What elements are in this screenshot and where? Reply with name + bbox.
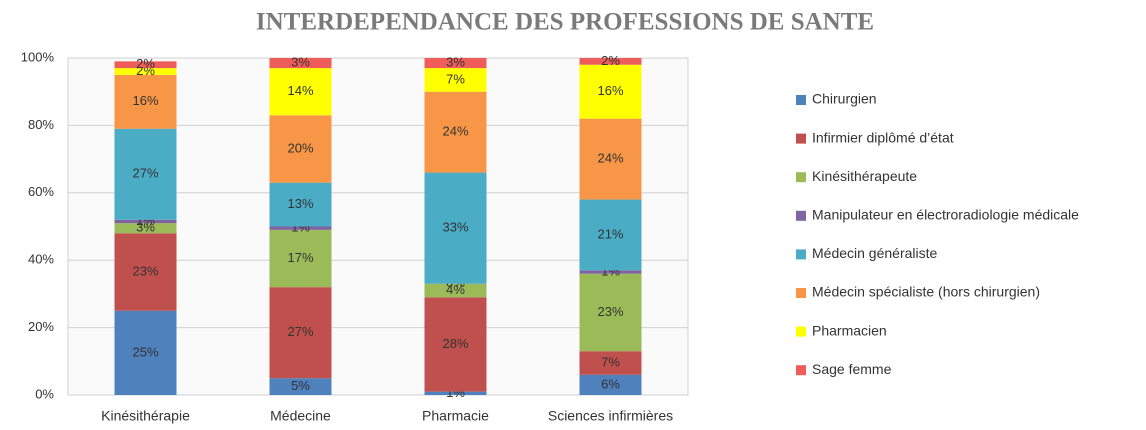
- y-tick-label: 100%: [21, 49, 55, 64]
- data-label: 2%: [136, 56, 155, 71]
- bar-segment: [269, 229, 332, 288]
- bar-segment: [114, 223, 177, 234]
- bar-segment: [579, 374, 642, 395]
- bar-segment: [424, 297, 487, 392]
- data-label: 25%: [132, 344, 158, 359]
- data-label: 16%: [597, 83, 623, 98]
- legend-label: Manipulateur en électroradiologie médica…: [812, 207, 1079, 223]
- legend-label: Sage femme: [812, 361, 892, 377]
- bar-segment: [424, 68, 487, 92]
- bar-segment: [114, 310, 177, 395]
- bar-segment: [114, 68, 177, 75]
- bar-segment: [579, 270, 642, 274]
- bar-segment: [579, 351, 642, 375]
- data-label: 24%: [597, 151, 623, 166]
- legend-swatch: [796, 249, 806, 260]
- bar-segment: [114, 74, 177, 129]
- data-label: 24%: [442, 124, 468, 139]
- legend-label: Médecin spécialiste (hors chirurgien): [812, 284, 1040, 300]
- data-label: 4%: [446, 282, 465, 297]
- legend-label: Médecin généraliste: [812, 245, 938, 261]
- data-label: 3%: [136, 220, 155, 235]
- data-label: 17%: [287, 250, 313, 265]
- chart-title: INTERDEPENDANCE DES PROFESSIONS DE SANTE: [256, 9, 874, 36]
- legend-swatch: [796, 172, 806, 183]
- data-label: 27%: [287, 324, 313, 339]
- bar-segment: [269, 287, 332, 379]
- y-tick-label: 80%: [28, 117, 54, 132]
- data-label: 27%: [132, 166, 158, 181]
- data-label: 5%: [291, 378, 310, 393]
- bar-segment: [269, 182, 332, 227]
- x-tick-label: Kinésithérapie: [101, 408, 190, 424]
- data-label: 23%: [597, 304, 623, 319]
- data-label: 7%: [446, 71, 465, 86]
- y-tick-label: 40%: [28, 252, 54, 267]
- bar-segment: [579, 118, 642, 200]
- bar-segment: [114, 219, 177, 224]
- legend-label: Infirmier diplômé d’état: [812, 129, 954, 145]
- data-label: 20%: [287, 140, 313, 155]
- bar-segment: [579, 64, 642, 119]
- y-tick-label: 60%: [28, 184, 54, 199]
- bar-segment: [424, 91, 487, 173]
- bar-segment: [424, 58, 487, 69]
- data-label: 28%: [442, 336, 468, 351]
- legend-swatch: [796, 365, 806, 376]
- data-label: 14%: [287, 83, 313, 98]
- data-label: 33%: [442, 220, 468, 235]
- data-label: 3%: [446, 54, 465, 69]
- bar-segment: [269, 68, 332, 116]
- x-tick-label: Médecine: [270, 408, 331, 424]
- legend-swatch: [796, 95, 806, 105]
- legend-label: Chirurgien: [812, 91, 877, 107]
- data-label: 21%: [597, 226, 623, 241]
- data-label: 16%: [132, 93, 158, 108]
- data-label: 23%: [132, 263, 158, 278]
- bar-segment: [114, 233, 177, 311]
- data-label: 2%: [601, 53, 620, 68]
- data-label: 7%: [601, 354, 620, 369]
- bar-segment: [424, 283, 487, 298]
- legend-swatch: [796, 133, 806, 144]
- y-tick-label: 0%: [35, 386, 54, 401]
- data-label: 3%: [291, 54, 310, 69]
- bar-segment: [269, 58, 332, 69]
- y-tick-label: 20%: [28, 319, 54, 334]
- legend-swatch: [796, 288, 806, 298]
- data-label: 6%: [601, 376, 620, 391]
- bar-segment: [579, 58, 642, 65]
- bar-segment: [114, 61, 177, 69]
- bar-segment: [424, 172, 487, 284]
- x-tick-label: Sciences infirmières: [548, 408, 673, 424]
- bar-segment: [269, 226, 332, 230]
- legend-swatch: [796, 210, 806, 221]
- bar-segment: [579, 199, 642, 271]
- x-tick-label: Pharmacie: [422, 408, 489, 424]
- bar-segment: [114, 128, 177, 220]
- legend-label: Kinésithérapeute: [812, 168, 917, 184]
- data-label: 13%: [287, 196, 313, 211]
- bar-segment: [424, 391, 487, 395]
- bar-segment: [579, 273, 642, 352]
- legend-label: Pharmacien: [812, 322, 887, 338]
- bar-segment: [269, 378, 332, 395]
- legend-swatch: [796, 326, 806, 337]
- bar-segment: [269, 115, 332, 183]
